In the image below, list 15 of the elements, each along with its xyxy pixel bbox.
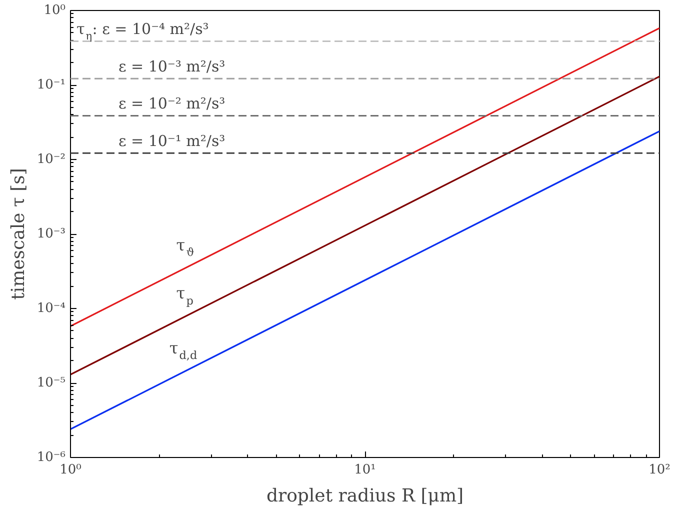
y-tick-label: 10⁻⁶ xyxy=(36,450,66,465)
annotation: ε = 10⁻³ m²/s³ xyxy=(118,58,226,76)
annotation: ε = 10⁻¹ m²/s³ xyxy=(118,132,226,150)
y-tick-label: 10⁰ xyxy=(44,3,66,18)
y-tick-label: 10⁻⁴ xyxy=(36,301,66,316)
x-tick-label: 10¹ xyxy=(354,462,376,478)
y-tick-label: 10⁻³ xyxy=(36,226,66,242)
annotation: ε = 10⁻² m²/s³ xyxy=(118,94,226,113)
x-axis-title: droplet radius R [μm] xyxy=(266,486,464,506)
y-tick-label: 10⁻² xyxy=(36,152,66,167)
x-tick-label: 10² xyxy=(648,462,670,478)
y-tick-label: 10⁻¹ xyxy=(36,78,66,92)
y-axis-title: timescale τ [s] xyxy=(8,168,29,300)
x-tick-label: 10⁰ xyxy=(60,462,82,478)
y-tick-label: 10⁻⁵ xyxy=(36,376,66,390)
